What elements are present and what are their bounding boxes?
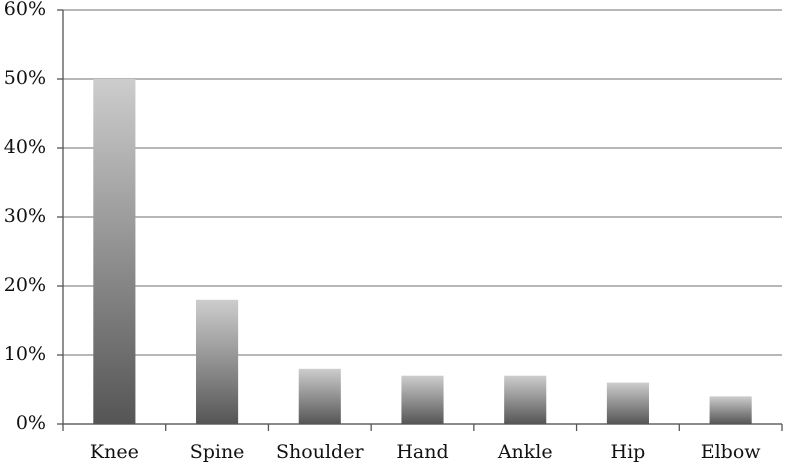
- x-tick-label: Shoulder: [276, 441, 364, 463]
- y-tick-label: 10%: [4, 343, 46, 365]
- x-tick-label: Knee: [90, 441, 139, 463]
- x-tick-label: Hand: [396, 441, 448, 463]
- x-tick-label: Ankle: [497, 441, 553, 463]
- x-tick-label: Spine: [190, 441, 245, 463]
- y-tick-label: 60%: [4, 0, 46, 20]
- bar: [606, 382, 649, 424]
- y-tick-label: 20%: [4, 274, 46, 296]
- bar: [401, 375, 444, 424]
- bar: [504, 375, 547, 424]
- bar: [196, 299, 239, 424]
- x-tick-label: Elbow: [701, 441, 762, 463]
- bar: [298, 368, 341, 424]
- y-tick-label: 40%: [4, 136, 46, 158]
- bar: [709, 396, 752, 424]
- y-tick-label: 50%: [4, 67, 46, 89]
- y-tick-label: 30%: [4, 205, 46, 227]
- y-tick-label: 0%: [16, 412, 46, 434]
- bar: [93, 79, 136, 424]
- x-tick-label: Hip: [611, 441, 646, 463]
